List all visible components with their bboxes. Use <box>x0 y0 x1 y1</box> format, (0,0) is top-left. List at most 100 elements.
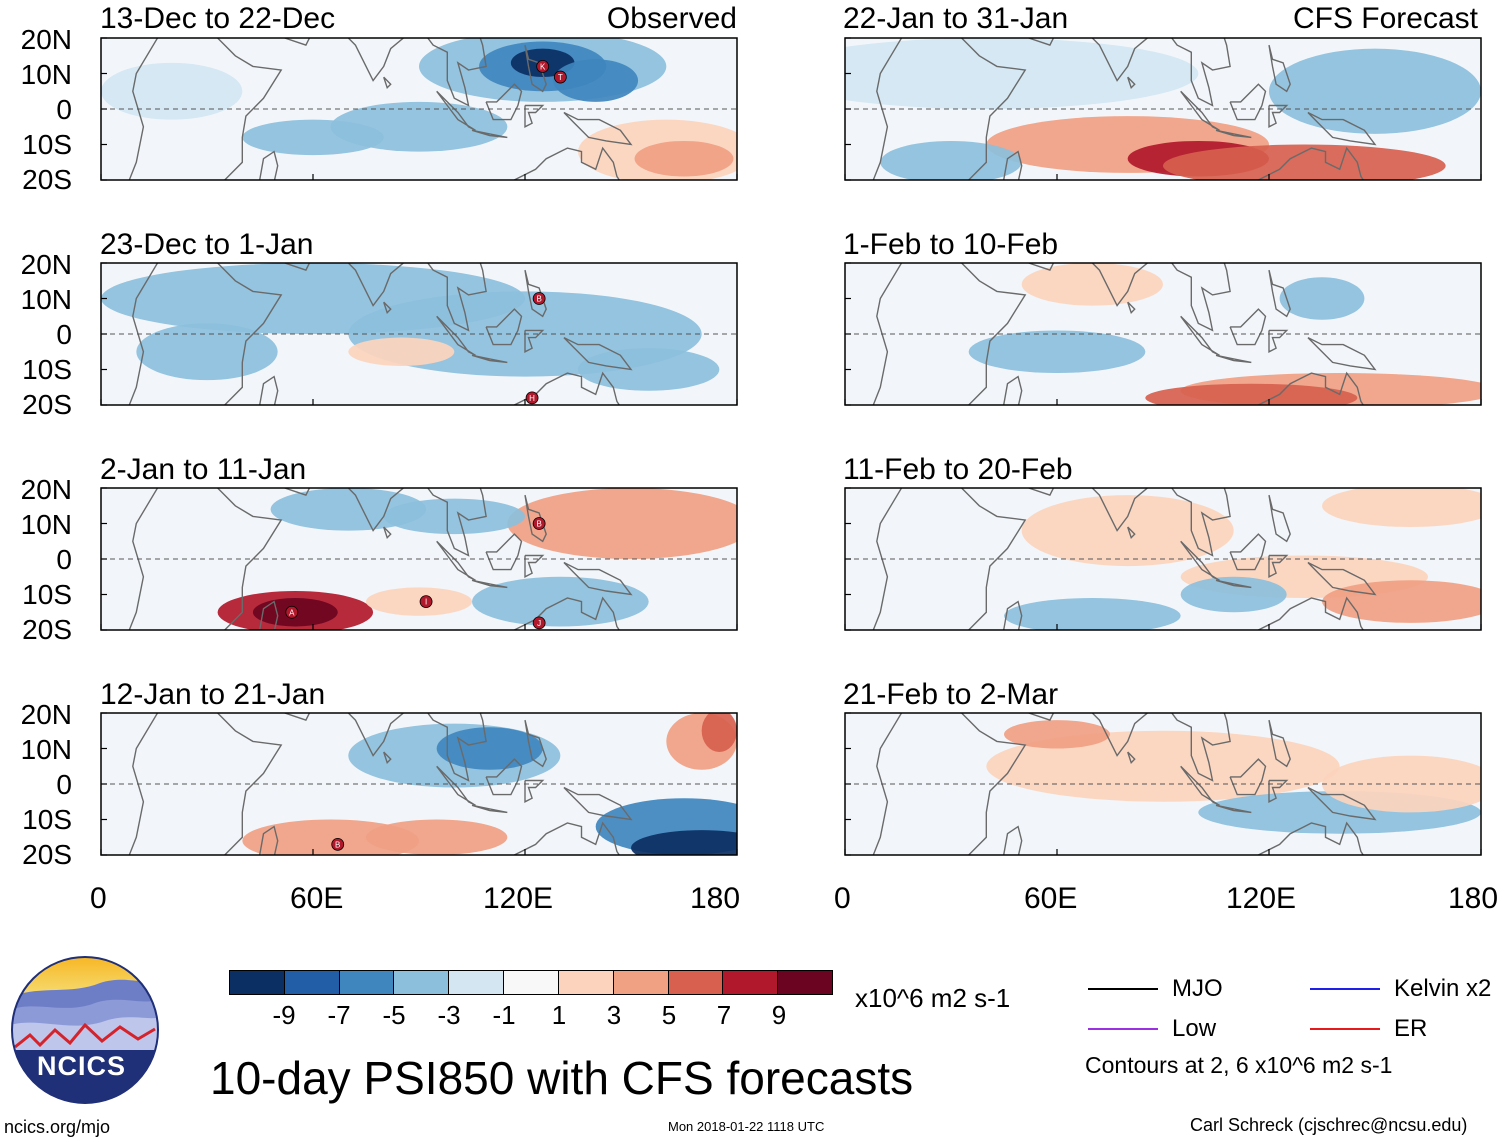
map-panel-2 <box>844 20 1482 181</box>
lat-label: 10N <box>20 509 72 540</box>
coastline <box>1091 713 1149 757</box>
logo-text: NCICS <box>37 1051 127 1081</box>
coastline <box>1268 779 1289 803</box>
coastline <box>563 786 633 821</box>
panel-period-1: 13-Dec to 22-Dec <box>100 2 336 35</box>
colorbar-tick: -9 <box>272 1000 296 1030</box>
map-panel-6 <box>844 431 1482 631</box>
coastline <box>1215 354 1252 364</box>
coastline <box>471 579 508 589</box>
colorbar-segment <box>394 971 450 994</box>
anomaly-shading <box>1145 383 1358 405</box>
coastline <box>471 354 508 364</box>
panel-period-3: 23-Dec to 1-Jan <box>100 228 314 261</box>
coastline <box>217 713 283 855</box>
coastline <box>347 713 405 757</box>
coastline <box>1028 713 1055 721</box>
figure-title: 10-day PSI850 with CFS forecasts <box>210 1052 914 1104</box>
lat-label: 20N <box>20 699 72 730</box>
storm-code: I <box>425 598 427 607</box>
coastline <box>1180 765 1220 806</box>
coastline <box>1269 695 1276 706</box>
lon-label: 0 <box>834 882 851 915</box>
coastline <box>1307 561 1377 596</box>
panel-period-5: 2-Jan to 11-Jan <box>100 453 307 486</box>
anomaly-shading <box>242 119 384 156</box>
colorbar-tick: 5 <box>661 1000 677 1030</box>
lon-label: 180 <box>690 882 741 915</box>
colorbar <box>229 970 833 995</box>
coastline <box>525 20 532 31</box>
coastline <box>512 146 621 180</box>
coastline <box>485 83 523 121</box>
coastline <box>1091 38 1149 82</box>
coastline <box>1028 488 1055 496</box>
panel-period-6: 11-Feb to 20-Feb <box>843 453 1073 486</box>
coastline <box>1229 758 1267 796</box>
panel-period-4: 1-Feb to 10-Feb <box>843 228 1059 261</box>
map-panel-1: KT <box>100 20 738 181</box>
coastline <box>560 431 595 449</box>
anomaly-shading <box>101 62 243 120</box>
legend-item-kelvin: Kelvin x2 <box>1310 975 1491 1003</box>
anomaly-shading <box>1279 277 1365 320</box>
coastline <box>1269 245 1276 256</box>
coastline <box>1256 146 1365 180</box>
anomaly-shading <box>1322 488 1481 528</box>
lat-label: 10S <box>22 129 72 160</box>
coastline <box>1002 600 1023 630</box>
anomaly-shading <box>1269 48 1481 134</box>
coastline <box>1028 263 1055 271</box>
colorbar-segment <box>558 971 614 994</box>
coastline <box>1091 263 1149 307</box>
coastline <box>1304 656 1339 674</box>
coastline <box>217 38 283 180</box>
colorbar-segment <box>449 971 505 994</box>
storm-code: K <box>540 62 546 71</box>
colorbar-segment <box>504 971 559 994</box>
coastline <box>258 375 279 405</box>
lat-label: 10S <box>22 579 72 610</box>
coastline <box>284 38 311 46</box>
lat-label: 10S <box>22 804 72 835</box>
coastline <box>426 38 490 107</box>
coastline <box>1268 44 1291 93</box>
coastline <box>1269 20 1276 31</box>
storm-code: H <box>529 394 535 403</box>
coastline <box>258 150 279 180</box>
anomaly-shading <box>1004 598 1181 630</box>
anomaly-shading <box>136 323 278 381</box>
lat-label: 20S <box>22 839 72 870</box>
coastline <box>1091 488 1149 532</box>
coastline <box>1215 804 1252 814</box>
coastline <box>347 488 405 532</box>
coastline <box>524 269 547 318</box>
coastline <box>217 488 283 630</box>
coastline <box>1307 111 1377 146</box>
storm-marker: T <box>553 70 567 84</box>
colorbar-tick: -3 <box>437 1000 461 1030</box>
anomaly-shading <box>1021 495 1234 567</box>
coastline <box>436 765 476 806</box>
coastline <box>471 129 508 139</box>
coastline <box>1256 821 1365 855</box>
coastline <box>436 540 476 581</box>
map-panel-8 <box>844 656 1482 856</box>
coastline <box>426 488 490 557</box>
panel-tag-forecast: CFS Forecast <box>1292 2 1478 35</box>
anomaly-shading <box>1322 755 1481 813</box>
coastline <box>524 554 545 578</box>
colorbar-tick: 3 <box>606 1000 622 1030</box>
coastline <box>560 206 595 224</box>
coastline <box>1002 825 1023 855</box>
coastline <box>1268 494 1291 543</box>
coastline <box>563 111 633 146</box>
coastline <box>1269 470 1276 481</box>
coastline <box>485 758 523 796</box>
coastline <box>436 90 476 131</box>
coastline <box>284 263 311 271</box>
coastline <box>1002 150 1023 180</box>
storm-marker: H <box>525 391 539 405</box>
coastline <box>1304 431 1339 449</box>
coastline <box>1268 269 1291 318</box>
